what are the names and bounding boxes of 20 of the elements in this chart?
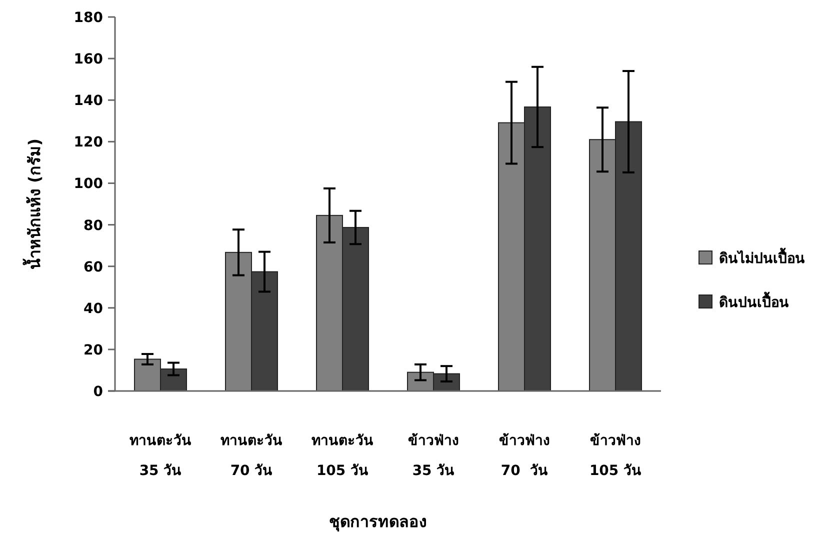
x-tick-label: ทานตะวัน 35 วัน	[130, 433, 192, 479]
x-tick-label: ทานตะวัน 70 วัน	[220, 433, 282, 479]
y-axis-title: น้ำหนักแห้ง (กรัม)	[22, 138, 44, 270]
x-tick-label: ข้าวฟ่าง 70 วัน	[499, 433, 550, 479]
x-tick-label: ข้าวฟ่าง 35 วัน	[408, 433, 459, 479]
y-tick-label: 0	[93, 384, 104, 400]
legend-label: ดินไม่ปนเปื้อน	[719, 247, 805, 267]
y-tick-label: 160	[74, 52, 104, 68]
y-tick-label: 60	[84, 259, 104, 276]
y-tick-label: 100	[74, 176, 104, 192]
legend-label: ดินปนเปื้อน	[719, 291, 789, 311]
x-axis-title: ชุดการทดลอง	[329, 512, 427, 532]
y-tick-label: 40	[84, 300, 104, 317]
y-tick-label: 120	[74, 134, 104, 151]
y-tick-label: 140	[74, 93, 104, 110]
y-tick-label: 20	[84, 342, 104, 358]
y-tick-label: 180	[74, 10, 104, 26]
x-tick-label: ทานตะวัน 105 วัน	[312, 433, 374, 479]
y-tick-label: 80	[84, 218, 104, 234]
x-tick-label: ข้าวฟ่าง 105 วัน	[589, 433, 642, 479]
